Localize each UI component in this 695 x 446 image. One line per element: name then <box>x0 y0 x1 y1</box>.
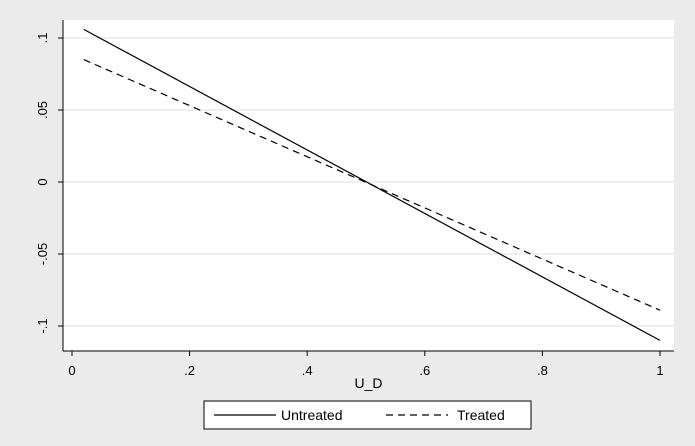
legend-label-treated: Treated <box>457 407 505 423</box>
axis-ticks: .1 .05 0 -.05 -.1 0 .2 .4 .6 .8 1 <box>35 33 664 378</box>
legend-label-untreated: Untreated <box>281 407 342 423</box>
plot-area <box>63 20 674 351</box>
gridlines <box>63 37 674 327</box>
y-tick-label: 0 <box>35 178 50 185</box>
x-tick-label: .4 <box>302 363 313 378</box>
series-lines <box>83 28 661 341</box>
x-tick-label: .6 <box>419 363 430 378</box>
y-tick-label: -.1 <box>35 318 50 333</box>
legend: Untreated Treated <box>203 400 532 430</box>
x-axis-label: U_D <box>354 375 382 391</box>
x-tick-label: .8 <box>537 363 548 378</box>
x-tick-label: .2 <box>184 363 195 378</box>
x-tick-label: 1 <box>656 363 663 378</box>
y-tick-label: .1 <box>35 33 50 44</box>
y-tick-label: -.05 <box>35 243 50 265</box>
x-tick-label: 0 <box>68 363 75 378</box>
series-line-treated <box>83 59 661 311</box>
y-tick-label: .05 <box>35 101 50 119</box>
